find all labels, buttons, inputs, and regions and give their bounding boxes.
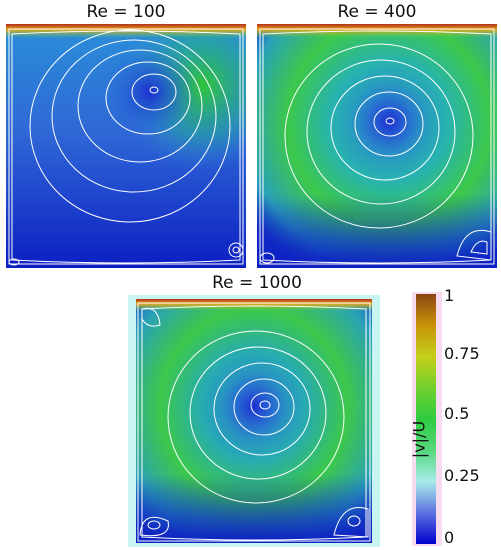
flow-field-re100 xyxy=(6,24,246,268)
colorbar xyxy=(412,292,442,546)
colorbar-tick-1: 1 xyxy=(444,286,455,305)
colorbar-tick-0: 0 xyxy=(444,528,455,547)
panel-title-re100: Re = 100 xyxy=(86,2,166,22)
panel-title-re400: Re = 400 xyxy=(337,2,417,22)
colorbar-tick-05: 0.5 xyxy=(444,404,470,423)
colorbar-title: |v|/U xyxy=(409,420,429,459)
flow-field-re400 xyxy=(257,24,497,268)
flow-field-re1000 xyxy=(128,295,380,547)
panel-title-re1000: Re = 1000 xyxy=(212,273,302,293)
colorbar-tick-025: 0.25 xyxy=(444,466,480,485)
colorbar-tick-075: 0.75 xyxy=(444,344,480,363)
